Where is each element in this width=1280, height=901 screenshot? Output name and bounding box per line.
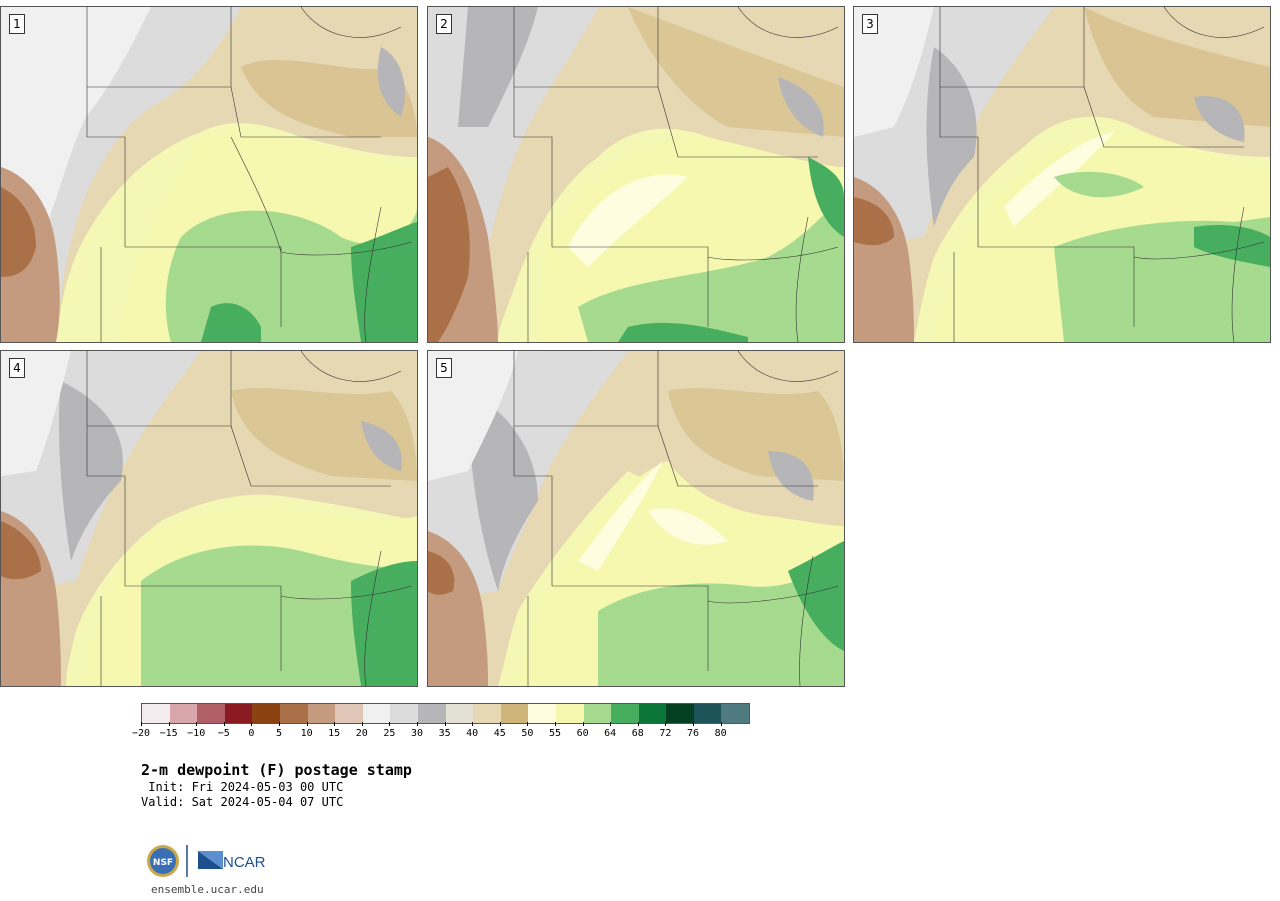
colorbar-tick-label: 5 [275,728,283,739]
colorbar-tick [610,722,612,726]
colorbar-swatch [666,704,694,723]
colorbar-tick [693,722,694,726]
colorbar-swatch [224,704,253,723]
colorbar-tick-label: 25 [383,728,396,739]
panel-label: 4 [9,358,25,378]
colorbar-tick [389,722,391,726]
colorbar-tick [637,722,639,726]
colorbar-swatch [169,704,198,723]
colorbar-swatch [390,704,418,723]
colorbar-swatch [335,704,363,723]
member-panel-1: 1 [0,6,418,343]
colorbar-swatch [721,704,750,723]
colorbar-tick-label: 45 [493,728,506,739]
colorbar-swatch [279,704,308,723]
colorbar-tick [444,722,446,726]
colorbar-tick [141,722,142,726]
colorbar-swatch [252,704,280,723]
colorbar-tick [472,722,474,726]
colorbar-tick [582,722,584,726]
dewpoint-map-4 [1,351,417,686]
init-time: Init: Fri 2024-05-03 00 UTC [141,780,344,794]
dewpoint-map-5 [428,351,844,686]
colorbar-swatch [417,704,446,723]
colorbar-tick-label: −5 [217,728,230,739]
dewpoint-map-3 [854,7,1270,342]
member-panel-4: 4 [0,350,418,687]
colorbar-tick [279,722,280,726]
colorbar-swatch [500,704,529,723]
colorbar-tick-label: 64 [604,728,617,739]
colorbar-tick-label: 40 [466,728,479,739]
chart-title: 2-m dewpoint (F) postage stamp [141,761,412,779]
colorbar-tick [361,722,363,726]
panel-label: 3 [862,14,878,34]
colorbar-tick [527,722,529,726]
colorbar-tick [720,722,722,726]
colorbar-swatch [142,704,170,723]
member-panel-5: 5 [427,350,845,687]
dewpoint-map-2 [428,7,844,342]
colorbar-swatch [555,704,584,723]
colorbar-swatch [473,704,501,723]
colorbar-swatch [611,704,639,723]
colorbar-swatch [583,704,612,723]
colorbar-tick [223,722,225,726]
ncar-logo-text: NCAR [223,854,266,871]
panel-label: 1 [9,14,25,34]
colorbar-tick-label: 10 [300,728,313,739]
colorbar-tick-label: 15 [328,728,341,739]
colorbar-tick-label: −20 [131,728,151,739]
colorbar-swatch [693,704,722,723]
colorbar-tick-label: 20 [355,728,368,739]
colorbar-tick-label: −10 [187,728,206,739]
colorbar-tick [196,722,198,726]
colorbar-tick-label: 80 [714,728,727,739]
dewpoint-colorbar [141,703,751,724]
colorbar-swatch [307,704,336,723]
colorbar-ticks: −20 −15 −10 −5 0 5 10 15 20 25 30 35 40 45 50 55 60 64 68 7… [132,722,761,742]
colorbar-tick [334,722,336,726]
colorbar-tick [168,722,170,726]
colorbar-tick-label: 60 [576,728,589,739]
colorbar-tick-label: 72 [659,728,672,739]
colorbar-tick [251,722,253,726]
colorbar-swatch [197,704,225,723]
colorbar-swatch [528,704,556,723]
nsf-ncar-logo: NSF NCAR [147,845,266,877]
colorbar-swatch [445,704,474,723]
colorbar-tick-label: 0 [248,728,255,739]
nsf-logo-text: NSF [153,858,173,868]
member-panel-2: 2 [427,6,845,343]
colorbar-tick-label: 68 [631,728,644,739]
dewpoint-map-1 [1,7,417,342]
colorbar-tick-label: −15 [159,728,178,739]
panel-label: 2 [436,14,452,34]
colorbar-tick [665,722,667,726]
colorbar-swatch [638,704,667,723]
site-url[interactable]: ensemble.ucar.edu [151,883,264,896]
member-panel-3: 3 [853,6,1271,343]
colorbar-tick [555,722,556,726]
colorbar-tick-label: 35 [438,728,451,739]
valid-time: Valid: Sat 2024-05-04 07 UTC [141,795,344,809]
colorbar-tick-label: 50 [521,728,534,739]
colorbar-tick-label: 76 [686,728,700,739]
panel-label: 5 [436,358,452,378]
colorbar-tick [306,722,308,726]
colorbar-swatch [362,704,391,723]
colorbar-tick [417,722,418,726]
colorbar-tick-label: 55 [548,728,562,739]
colorbar-tick [499,722,501,726]
colorbar-tick-label: 30 [410,728,424,739]
